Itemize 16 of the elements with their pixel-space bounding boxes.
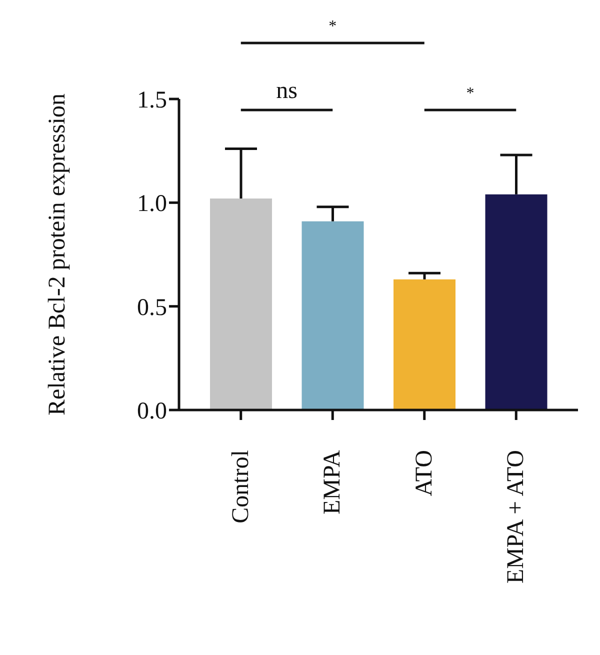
annotation: * <box>466 85 474 102</box>
x-tick-label: EMPA + ATO <box>503 450 530 584</box>
bar <box>485 194 548 410</box>
bar <box>210 198 272 410</box>
y-tick-label: 0.5 <box>137 294 167 321</box>
x-tick-label: Control <box>228 450 254 524</box>
x-tick-label: EMPA <box>320 449 346 514</box>
y-tick-label: 0.0 <box>137 398 167 425</box>
bar <box>302 221 364 410</box>
x-tick-label: ATO <box>411 450 438 496</box>
y-axis-title: Relative Bcl-2 protein expression <box>44 94 71 416</box>
y-tick-label: 1.5 <box>137 88 167 114</box>
bar <box>394 279 456 410</box>
y-tick-label: 1.0 <box>137 191 167 218</box>
annotation: ns <box>276 78 298 104</box>
text: * <box>328 18 337 35</box>
